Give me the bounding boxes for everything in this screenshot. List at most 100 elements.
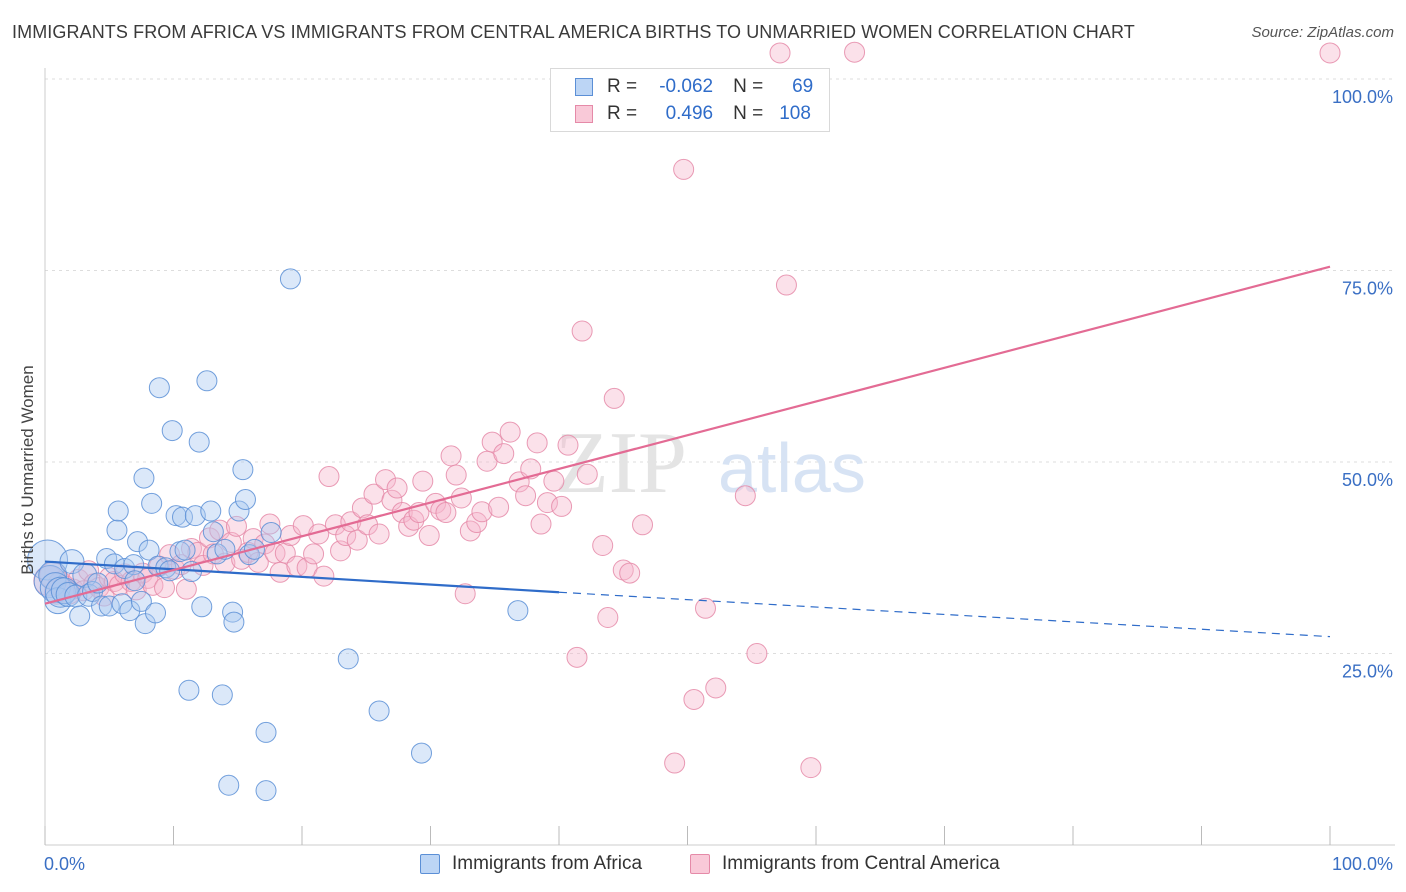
trend-line-africa-extension: [558, 591, 1331, 638]
point-africa: [211, 684, 233, 706]
point-africa: [27, 539, 69, 581]
point-central-america: [576, 463, 598, 485]
point-central-america: [412, 470, 434, 492]
y-tick-label: 50.0%: [1342, 470, 1393, 490]
point-central-america: [175, 578, 197, 600]
bottom-legend-swatch-central: [690, 854, 710, 874]
point-central-america: [769, 42, 791, 64]
bottom-legend-africa: Immigrants from Africa: [420, 852, 642, 876]
point-central-america: [386, 477, 408, 499]
trend-line-africa: [44, 560, 560, 594]
point-central-america: [619, 562, 641, 584]
y-tick-label: 25.0%: [1342, 662, 1393, 682]
point-africa: [165, 505, 187, 527]
point-central-america: [488, 496, 510, 518]
chart-title: IMMIGRANTS FROM AFRICA VS IMMIGRANTS FRO…: [12, 22, 1135, 42]
point-central-america: [351, 497, 373, 519]
point-central-america: [220, 531, 242, 553]
point-central-america: [603, 387, 625, 409]
point-africa: [507, 600, 529, 622]
axes: [44, 68, 1395, 846]
point-central-america: [526, 432, 548, 454]
legend-r-label: R =: [607, 76, 638, 97]
point-central-america: [375, 469, 397, 491]
point-africa: [130, 590, 152, 612]
point-central-america: [499, 421, 521, 443]
trend-lines: [44, 265, 1331, 638]
legend-row-africa: R = -0.062 N = 69: [575, 76, 813, 98]
point-central-america: [597, 606, 619, 628]
point-africa: [107, 500, 129, 522]
point-central-america: [592, 534, 614, 556]
point-central-america: [694, 597, 716, 619]
point-central-america: [459, 520, 481, 542]
point-central-america: [346, 529, 368, 551]
point-africa: [218, 774, 240, 796]
legend-r-value-africa: -0.062: [659, 76, 714, 97]
point-central-america: [454, 583, 476, 605]
point-central-america: [515, 485, 537, 507]
point-africa: [260, 521, 282, 543]
point-africa: [148, 377, 170, 399]
point-central-america: [746, 643, 768, 664]
point-africa: [232, 459, 254, 481]
legend-n-value-africa: 69: [792, 76, 814, 97]
point-central-america: [664, 752, 686, 774]
point-africa: [191, 596, 213, 618]
point-africa: [196, 370, 218, 392]
point-africa: [188, 431, 210, 453]
point-africa: [127, 531, 149, 553]
bottom-legend-central: Immigrants from Central America: [690, 852, 1000, 876]
point-central-america: [566, 646, 588, 668]
point-africa: [91, 595, 113, 617]
point-central-america: [493, 443, 515, 465]
point-africa: [178, 679, 200, 701]
point-central-america: [450, 487, 472, 509]
point-africa: [69, 605, 91, 627]
y-tick-label: 75.0%: [1342, 279, 1393, 299]
point-africa: [228, 500, 250, 522]
point-central-america: [543, 470, 565, 492]
point-central-america: [536, 492, 558, 514]
point-central-america: [683, 688, 705, 710]
point-central-america: [259, 513, 281, 535]
y-axis-title: Births to Unmarried Women: [18, 365, 37, 575]
point-africa: [368, 700, 390, 722]
point-central-america: [557, 434, 579, 456]
point-africa: [103, 553, 125, 575]
point-central-america: [187, 541, 209, 563]
point-central-america: [466, 512, 488, 534]
point-africa: [141, 492, 163, 514]
point-central-america: [1319, 42, 1341, 64]
legend-n-label: N =: [733, 76, 764, 97]
point-central-america: [418, 525, 440, 547]
legend-r-value-central: 0.496: [665, 103, 714, 124]
point-africa: [411, 742, 433, 764]
point-africa: [96, 548, 118, 570]
point-africa: [255, 780, 277, 802]
point-africa: [279, 268, 301, 290]
watermark-zip: ZIP: [555, 415, 687, 512]
central-america-points: [33, 41, 1341, 779]
bottom-legend-swatch-africa: [420, 854, 440, 874]
trend-line-central-america: [44, 265, 1331, 605]
point-africa: [337, 648, 359, 670]
point-africa: [234, 489, 256, 511]
point-central-america: [445, 464, 467, 486]
point-africa: [145, 602, 167, 624]
point-central-america: [673, 158, 695, 180]
point-central-america: [632, 514, 654, 536]
point-africa: [174, 539, 196, 561]
legend-swatch-africa: [575, 78, 593, 96]
point-africa: [119, 600, 141, 622]
bottom-legend-label-central: Immigrants from Central America: [722, 853, 1000, 874]
point-central-america: [381, 489, 403, 511]
point-central-america: [551, 495, 573, 517]
africa-points: [27, 268, 529, 802]
point-central-america: [471, 501, 493, 523]
point-africa: [138, 539, 160, 561]
point-africa: [202, 521, 224, 543]
legend-r-label: R =: [607, 103, 638, 124]
x-tick-label-max: 100.0%: [1332, 854, 1393, 874]
